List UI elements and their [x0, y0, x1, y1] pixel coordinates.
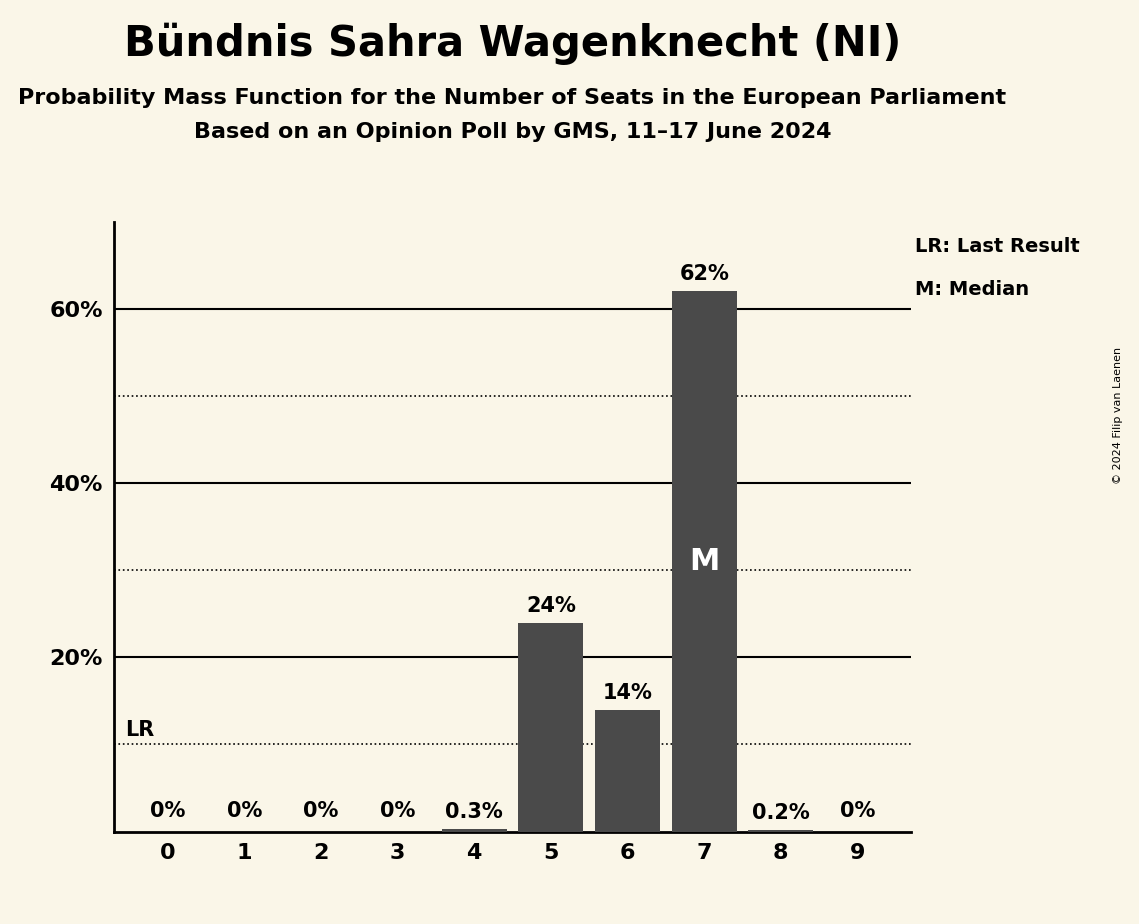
Bar: [748, 830, 813, 832]
Text: M: Median: M: Median: [915, 280, 1030, 298]
Text: 62%: 62%: [679, 264, 729, 285]
Text: 0%: 0%: [839, 801, 875, 821]
Text: © 2024 Filip van Laenen: © 2024 Filip van Laenen: [1114, 347, 1123, 484]
Text: 0.3%: 0.3%: [445, 802, 503, 822]
Text: 0%: 0%: [303, 801, 338, 821]
Bar: [672, 291, 737, 832]
Text: M: M: [689, 547, 720, 576]
Text: LR: Last Result: LR: Last Result: [915, 237, 1080, 256]
Text: 0%: 0%: [227, 801, 262, 821]
Text: 0%: 0%: [150, 801, 186, 821]
Text: LR: LR: [125, 720, 155, 740]
Text: 0%: 0%: [380, 801, 416, 821]
Bar: [595, 710, 661, 832]
Bar: [518, 623, 583, 832]
Text: 24%: 24%: [526, 596, 576, 615]
Text: 0.2%: 0.2%: [752, 803, 810, 823]
Text: Probability Mass Function for the Number of Seats in the European Parliament: Probability Mass Function for the Number…: [18, 88, 1007, 108]
Bar: [442, 829, 507, 832]
Text: Bündnis Sahra Wagenknecht (NI): Bündnis Sahra Wagenknecht (NI): [124, 23, 901, 66]
Text: Based on an Opinion Poll by GMS, 11–17 June 2024: Based on an Opinion Poll by GMS, 11–17 J…: [194, 122, 831, 142]
Text: 14%: 14%: [603, 683, 653, 702]
